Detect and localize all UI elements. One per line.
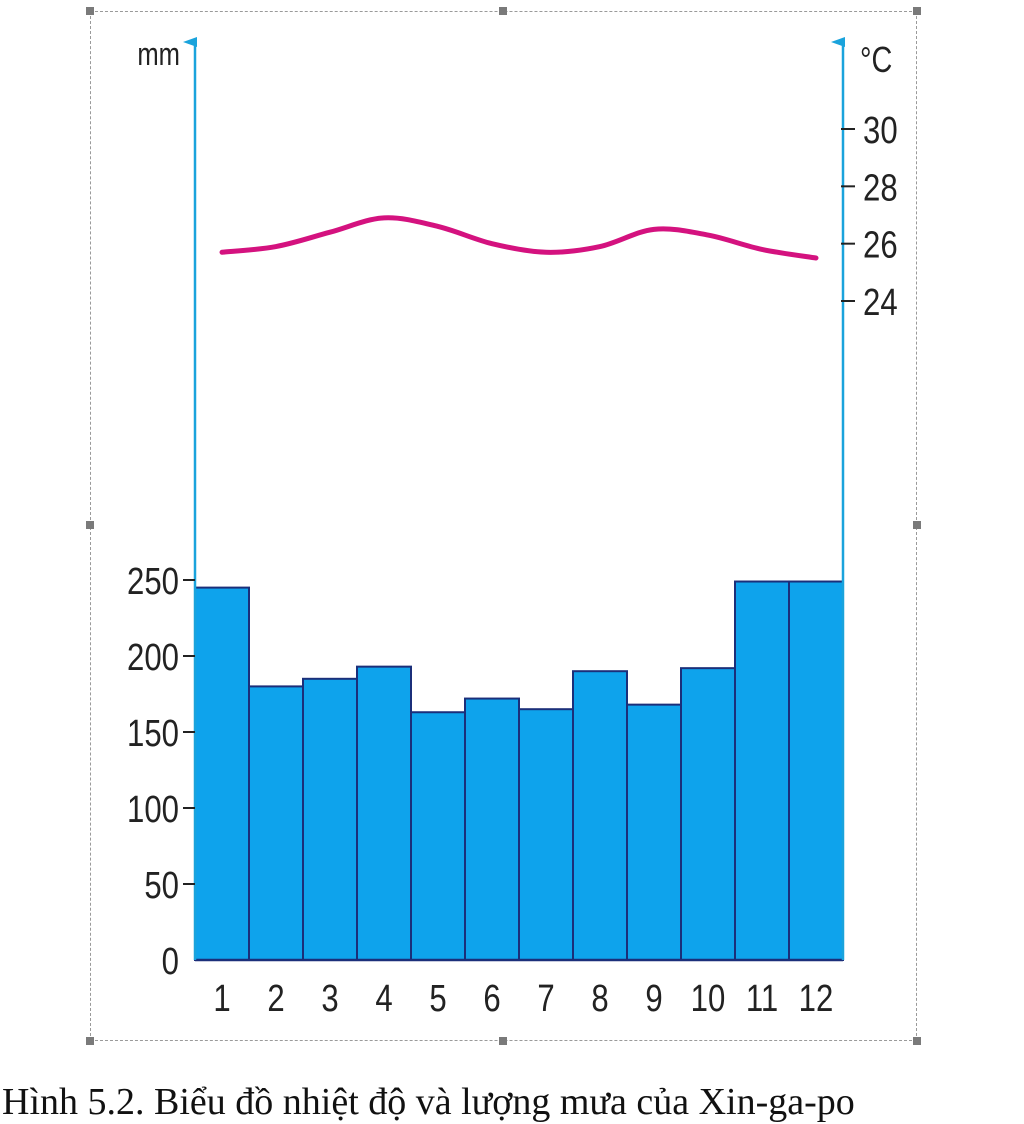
right-axis-unit-label: °C — [860, 39, 892, 80]
figure-caption: Hình 5.2. Biểu đồ nhiệt độ và lượng mưa … — [0, 1080, 1024, 1124]
x-tick-label-11: 11 — [746, 978, 778, 1020]
resize-handle-middle-right[interactable] — [913, 521, 921, 529]
rainfall-bar-11 — [734, 580, 790, 962]
rainfall-bar-3 — [302, 677, 358, 961]
right-tick-label-24: 24 — [863, 282, 898, 324]
document-canvas: 0 50 100 150 200 250 24 26 28 30 mm °C 1 2 3 4 5 6 7 8 9 10 11… — [0, 0, 1024, 1080]
x-tick-label-2: 2 — [267, 978, 284, 1020]
resize-handle-bottom-left[interactable] — [86, 1037, 94, 1045]
rainfall-bar-7 — [518, 708, 574, 962]
rainfall-bar-9 — [626, 703, 682, 962]
x-tick-label-7: 7 — [537, 978, 554, 1020]
x-tick-label-8: 8 — [591, 978, 608, 1020]
left-tick-label-0: 0 — [162, 941, 179, 983]
x-tick-label-5: 5 — [429, 978, 446, 1020]
rainfall-bar-6 — [464, 697, 520, 961]
resize-handle-bottom-right[interactable] — [913, 1037, 921, 1045]
rainfall-bar-10 — [680, 667, 736, 961]
rainfall-bar-12 — [788, 580, 844, 962]
resize-handle-top-center[interactable] — [499, 7, 507, 15]
x-tick-label-3: 3 — [321, 978, 338, 1020]
left-tick-label-100: 100 — [127, 789, 179, 831]
left-tick-label-50: 50 — [144, 865, 179, 907]
right-tick-label-30: 30 — [863, 110, 898, 152]
resize-handle-top-left[interactable] — [86, 7, 94, 15]
temperature-line — [219, 215, 819, 261]
rainfall-bar-1 — [194, 586, 250, 961]
resize-handle-bottom-center[interactable] — [499, 1037, 507, 1045]
x-tick-label-6: 6 — [483, 978, 500, 1020]
x-tick-label-9: 9 — [645, 978, 662, 1020]
rainfall-bar-4 — [356, 665, 412, 961]
left-tick-label-250: 250 — [127, 561, 179, 603]
x-tick-label-10: 10 — [691, 978, 726, 1020]
x-tick-label-1: 1 — [213, 978, 230, 1020]
right-tick-label-28: 28 — [863, 168, 898, 210]
right-tick-label-26: 26 — [863, 225, 898, 267]
left-axis-unit-label: mm — [137, 37, 180, 72]
rainfall-bar-2 — [248, 685, 304, 962]
left-tick-label-150: 150 — [127, 713, 179, 755]
rainfall-bar-5 — [410, 711, 466, 961]
x-tick-label-4: 4 — [375, 978, 392, 1020]
x-tick-label-12: 12 — [799, 978, 834, 1020]
resize-handle-middle-left[interactable] — [86, 521, 94, 529]
left-tick-label-200: 200 — [127, 637, 179, 679]
resize-handle-top-right[interactable] — [913, 7, 921, 15]
rainfall-bar-8 — [572, 670, 628, 961]
